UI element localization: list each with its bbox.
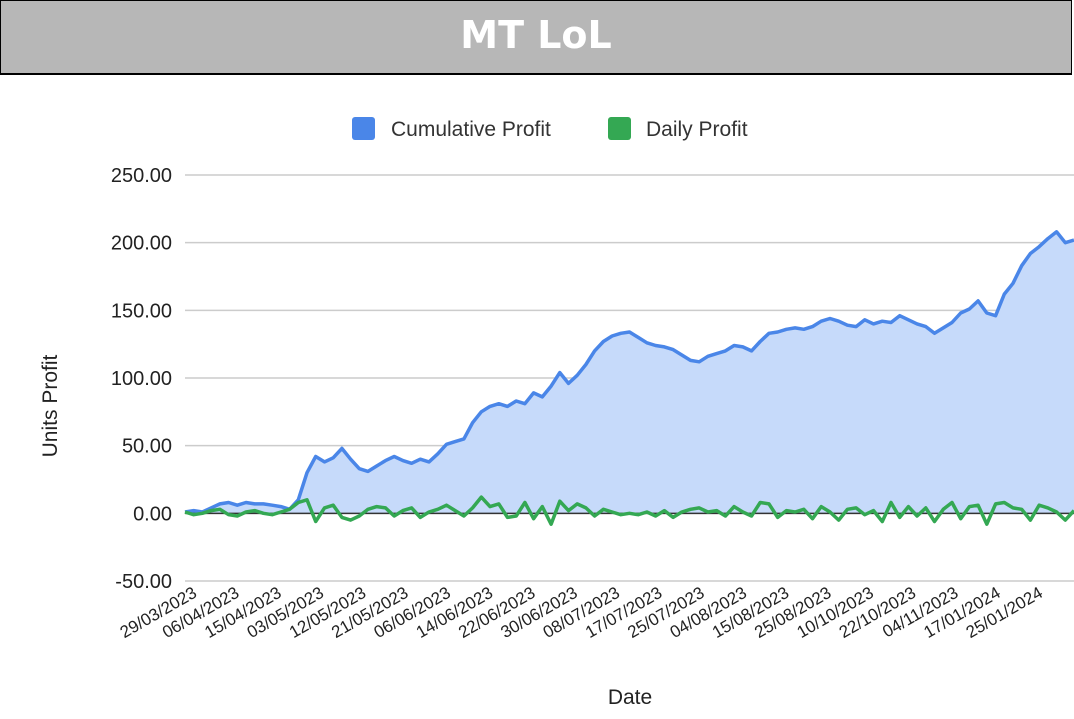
y-tick-label: 250.00 xyxy=(111,165,172,187)
chart-title-bar: MT LoL xyxy=(0,0,1072,75)
y-tick-label: 150.00 xyxy=(111,300,172,322)
cumulative-profit-area xyxy=(185,231,1074,514)
daily-profit-line xyxy=(184,495,1074,526)
y-tick-label: 200.00 xyxy=(111,233,172,255)
legend-swatch-daily-profit xyxy=(608,117,631,140)
y-tick-label: -50.00 xyxy=(115,571,172,593)
legend-swatch-cumulative-profit xyxy=(352,117,375,140)
cumulative-profit-line xyxy=(184,230,1074,514)
y-tick-label: 50.00 xyxy=(122,436,172,458)
chart-title: MT LoL xyxy=(460,13,612,57)
legend-label-daily-profit: Daily Profit xyxy=(646,118,748,141)
legend-label-cumulative-profit: Cumulative Profit xyxy=(391,118,551,141)
y-tick-label: 0.00 xyxy=(133,503,172,525)
y-tick-label: 100.00 xyxy=(111,368,172,390)
y-axis-title: Units Profit xyxy=(39,354,62,457)
x-axis-title: Date xyxy=(608,686,652,709)
